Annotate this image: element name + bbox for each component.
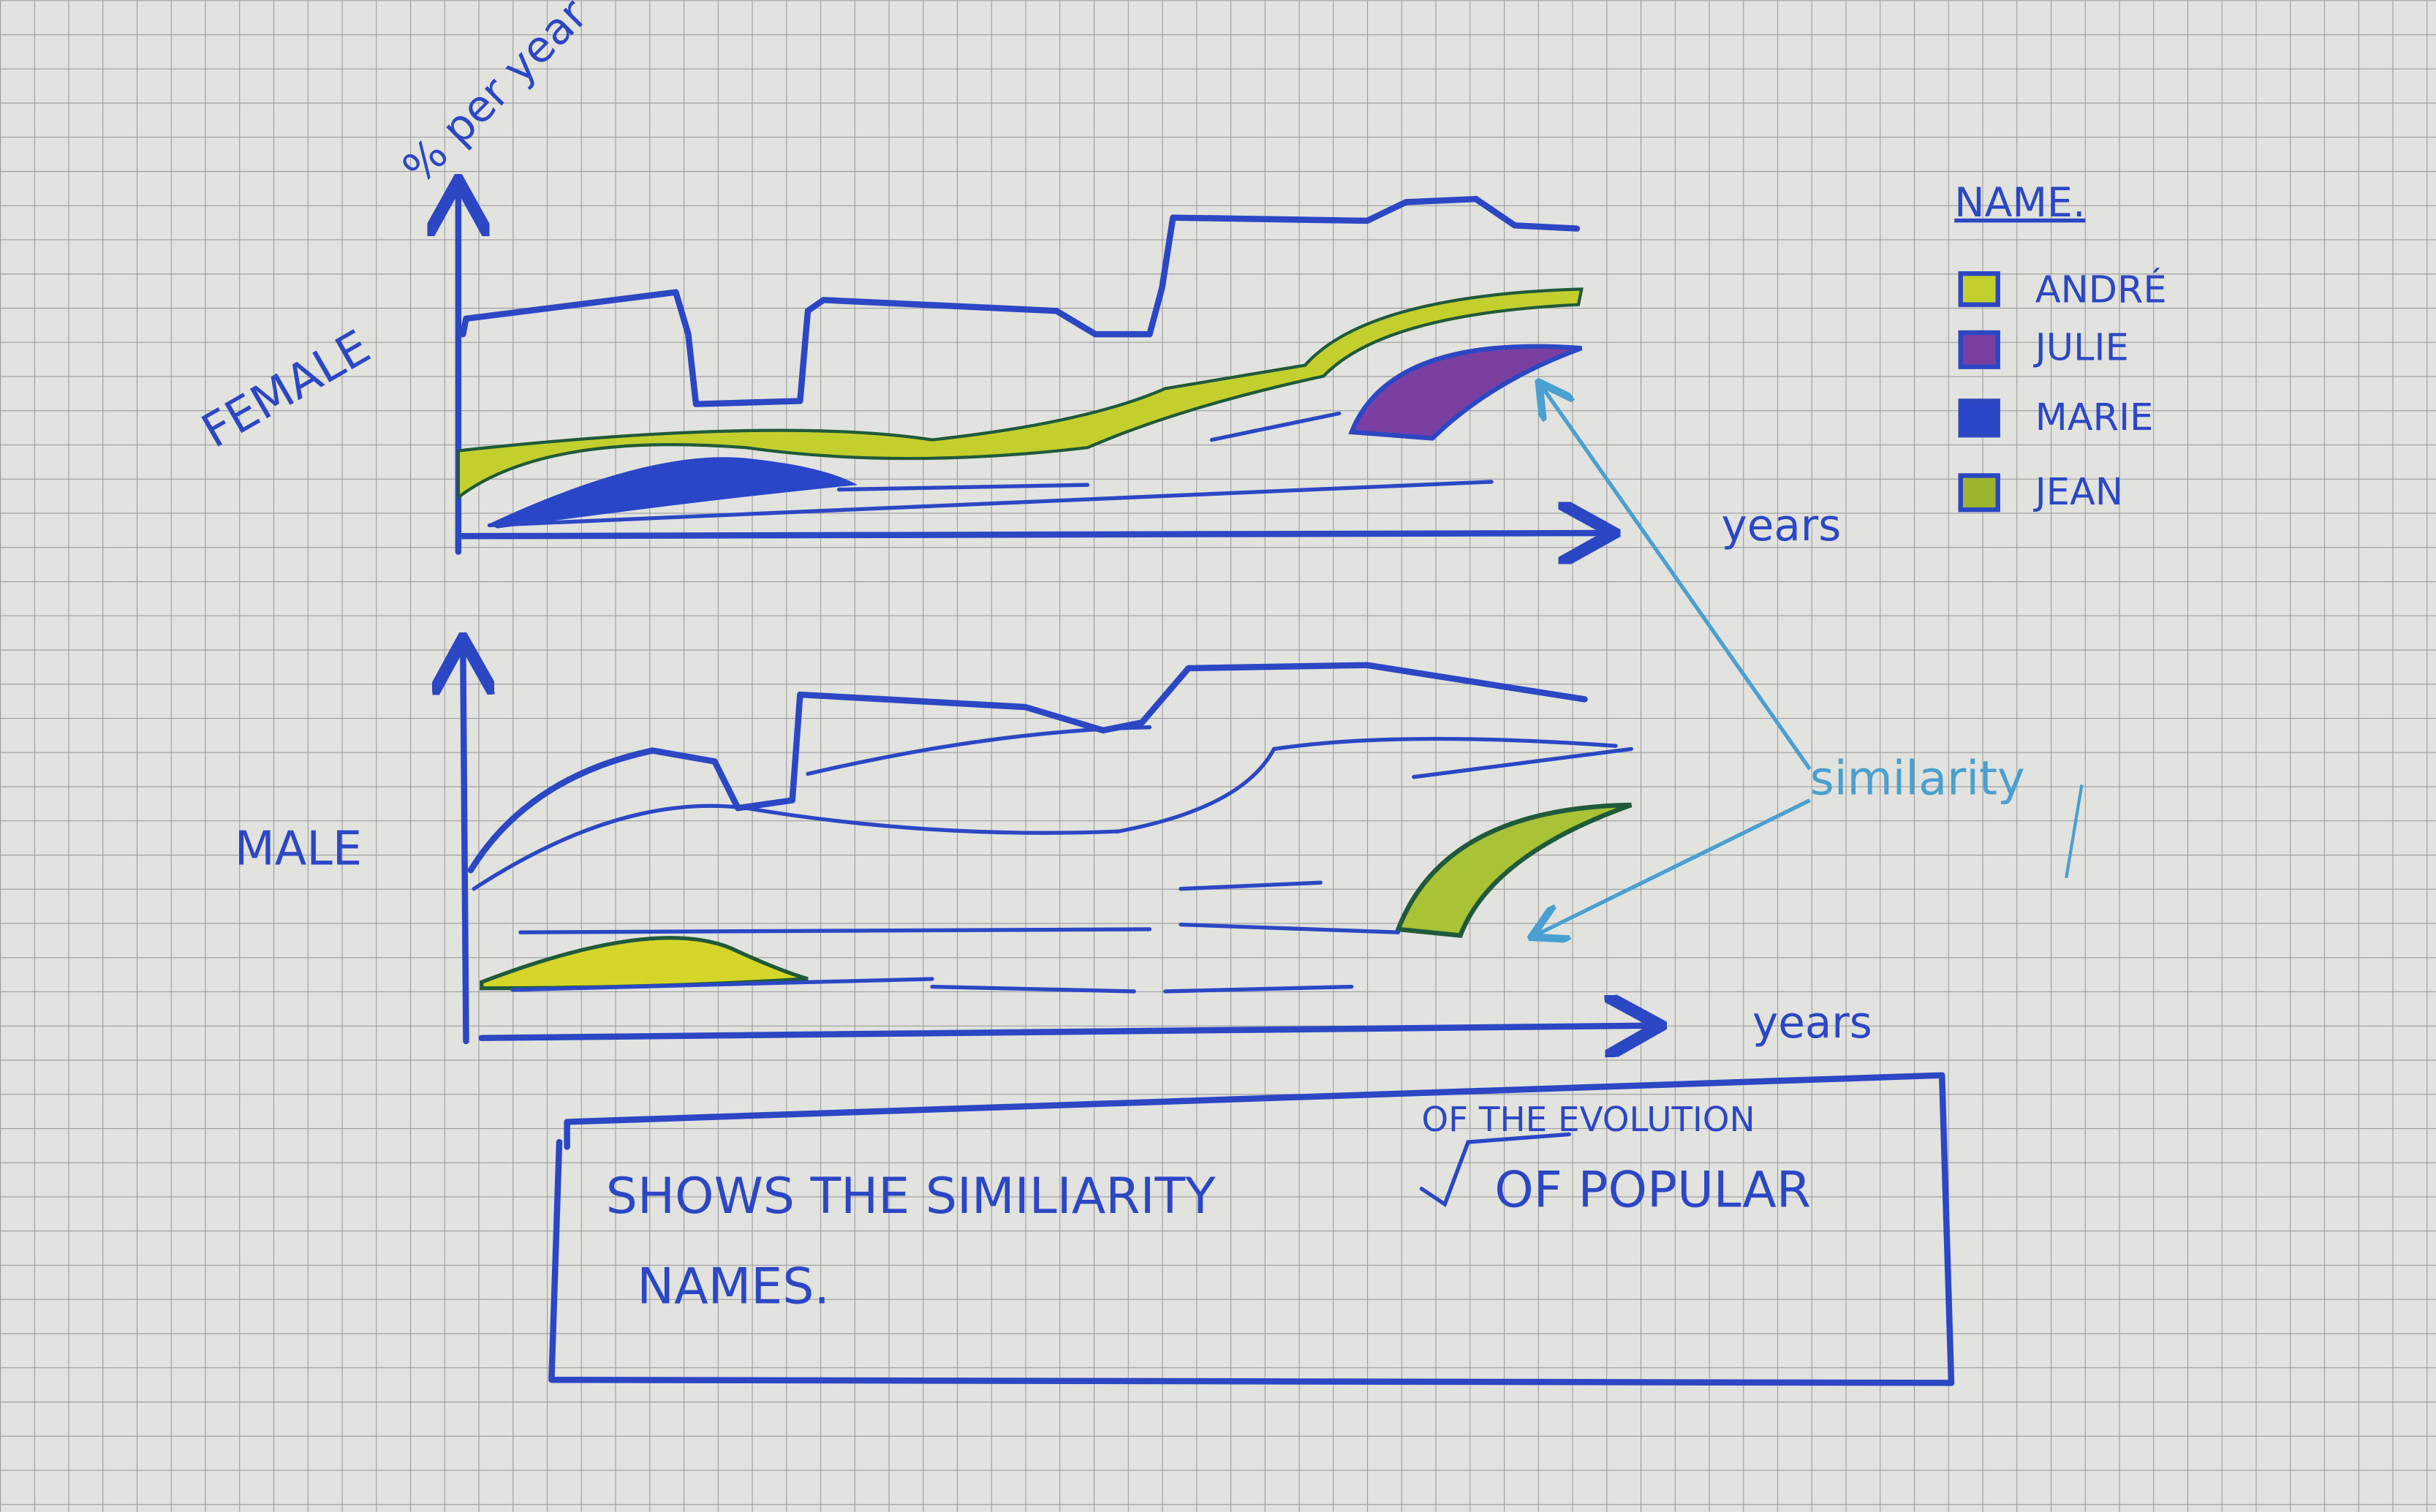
caption-text: SHOWS THE SIMILIARITY: [606, 1168, 1216, 1225]
stream-line: [472, 725, 1633, 994]
legend-swatch: [1958, 271, 2000, 307]
annotation-arrow: [1541, 385, 1812, 771]
stream-marie: [489, 457, 858, 529]
annotation-arrow: [1535, 798, 1811, 936]
legend-item: JEAN: [2033, 471, 2123, 514]
insertion-mark: [1419, 1132, 1571, 1208]
legend-title: NAME.: [1954, 180, 2085, 227]
caption-box: [548, 1072, 1955, 1386]
legend-item: MARIE: [2035, 396, 2154, 439]
legend-swatch: [1958, 330, 2000, 369]
legend-swatch: [1958, 473, 2000, 513]
caption-text: NAMES.: [637, 1258, 830, 1315]
legend-item: ANDRÉ: [2035, 268, 2167, 312]
panel-label: MALE: [235, 822, 362, 876]
annotation-stroke: [2065, 784, 2084, 879]
x-axis: [478, 1026, 1654, 1038]
stream-outline: [467, 662, 1588, 874]
x-axis-label: years: [1722, 501, 1842, 551]
legend-item: JULIE: [2033, 326, 2129, 369]
caption-text: OF POPULAR: [1494, 1162, 1811, 1220]
y-axis: [463, 645, 466, 1045]
stream-julie: [1348, 344, 1583, 441]
stream-andre: [1395, 802, 1633, 938]
legend-swatch: [1958, 398, 2000, 438]
stream-andre: [456, 287, 1584, 501]
x-axis: [455, 533, 1608, 536]
annotation: similarity: [1810, 752, 2025, 806]
x-axis-label: years: [1752, 998, 1872, 1048]
caption-insertion: OF THE EVOLUTION: [1421, 1100, 1755, 1140]
stream-line: [487, 411, 1494, 528]
male-chart: [463, 645, 1654, 1041]
stream-outline: [460, 195, 1581, 407]
female-chart: [458, 186, 1608, 551]
